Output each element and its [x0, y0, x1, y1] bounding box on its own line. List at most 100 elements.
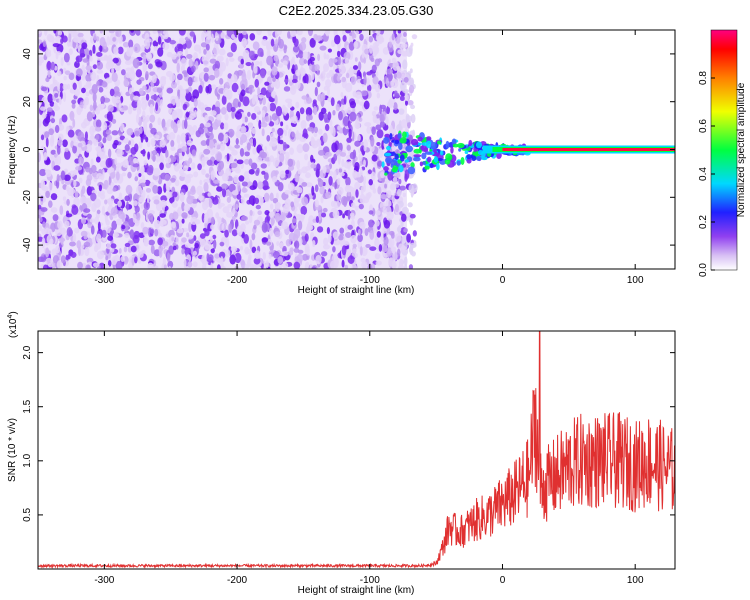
noise-blob [268, 211, 276, 218]
noise-blob [77, 131, 85, 142]
noise-blob [211, 84, 217, 90]
transition-blob [472, 150, 480, 157]
transition-blob [458, 148, 462, 152]
noise-blob [254, 250, 261, 260]
spectrogram-y-tick-label: 40 [22, 48, 33, 60]
noise-blob [271, 176, 278, 183]
noise-blob [147, 262, 154, 269]
noise-blob [67, 129, 75, 138]
noise-blob [46, 107, 53, 113]
noise-blob [402, 59, 408, 70]
noise-blob [372, 76, 379, 85]
noise-blob [50, 207, 58, 213]
noise-blob [155, 61, 163, 68]
noise-blob [94, 216, 100, 225]
noise-blob [210, 262, 214, 269]
noise-blob [266, 41, 270, 50]
noise-blob [101, 81, 108, 88]
noise-blob [220, 31, 226, 39]
noise-blob [270, 137, 278, 147]
noise-blob [204, 212, 210, 221]
noise-blob [231, 110, 235, 119]
noise-blob [349, 37, 354, 43]
noise-blob [181, 146, 188, 153]
noise-blob [45, 190, 50, 199]
noise-blob [302, 51, 309, 60]
noise-blob [101, 184, 107, 189]
transition-blob [410, 138, 419, 146]
noise-blob [301, 181, 308, 187]
noise-blob [331, 182, 335, 187]
noise-blob [372, 223, 378, 234]
noise-blob [83, 234, 88, 240]
noise-blob [150, 94, 158, 100]
noise-blob [330, 200, 335, 208]
noise-blob [296, 159, 301, 170]
noise-blob [410, 42, 414, 47]
noise-blob [390, 232, 395, 239]
noise-blob [192, 261, 198, 268]
noise-blob [279, 170, 286, 179]
noise-blob [159, 139, 167, 148]
noise-blob [374, 83, 381, 93]
noise-blob [57, 220, 63, 230]
noise-blob [330, 58, 338, 63]
noise-blob [351, 202, 356, 209]
noise-blob [134, 256, 138, 264]
noise-blob [67, 253, 71, 260]
noise-blob [323, 86, 329, 91]
noise-blob [188, 58, 193, 68]
noise-blob [162, 256, 166, 267]
noise-blob [127, 171, 132, 179]
noise-blob [192, 89, 200, 100]
noise-blob [193, 34, 197, 44]
noise-blob [121, 212, 125, 223]
noise-blob [314, 140, 319, 146]
noise-blob [117, 46, 124, 55]
noise-blob [82, 58, 90, 63]
noise-blob [290, 201, 295, 208]
noise-blob [241, 72, 247, 83]
transition-blob [476, 155, 482, 161]
noise-blob [287, 158, 294, 167]
noise-blob [84, 246, 90, 257]
noise-blob [347, 255, 355, 264]
noise-blob [404, 100, 409, 106]
noise-blob [186, 173, 194, 179]
colorbar-ticks: 0.0 0.2 0.4 0.6 0.8 [698, 71, 715, 277]
noise-blob [141, 44, 145, 52]
noise-blob [151, 149, 158, 156]
colorbar-tick-label: 0.0 [698, 263, 709, 277]
noise-blob [337, 186, 344, 196]
noise-blob [301, 253, 309, 261]
noise-blob [122, 160, 126, 168]
noise-blob [112, 142, 118, 149]
noise-blob [216, 186, 223, 192]
noise-blob [388, 41, 393, 48]
noise-blob [251, 97, 256, 105]
noise-blob [207, 192, 212, 197]
noise-blob [292, 115, 298, 124]
noise-blob [158, 232, 163, 239]
noise-blob [68, 33, 72, 43]
noise-blob [170, 81, 178, 89]
noise-blob [230, 106, 236, 113]
noise-blob [169, 234, 176, 243]
noise-blob [99, 45, 103, 52]
noise-blob [344, 184, 352, 193]
noise-blob [364, 228, 369, 237]
noise-blob [319, 185, 325, 195]
noise-blob [266, 135, 271, 142]
noise-blob [342, 240, 349, 246]
noise-blob [338, 168, 343, 173]
noise-blob [345, 82, 353, 93]
noise-blob [310, 154, 314, 163]
noise-blob [62, 83, 68, 91]
transition-blob [457, 142, 465, 149]
noise-blob [301, 95, 308, 100]
spectrogram-y-axis: -40 -20 0 20 40 [22, 48, 675, 252]
noise-blob [401, 236, 405, 245]
noise-blob [330, 97, 335, 107]
noise-blob [178, 39, 186, 45]
noise-blob [90, 71, 97, 81]
